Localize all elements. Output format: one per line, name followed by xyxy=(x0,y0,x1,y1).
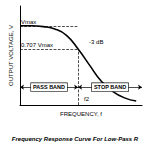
svg-text:Frequency Response Curve For L: Frequency Response Curve For Low-Pass R xyxy=(12,136,139,142)
svg-text:FREQUENCY, f: FREQUENCY, f xyxy=(60,111,102,117)
svg-text:OUTPUT VOLTAGE, V: OUTPUT VOLTAGE, V xyxy=(8,25,14,86)
svg-text:0.707 Vmax: 0.707 Vmax xyxy=(21,42,53,48)
svg-text:f2: f2 xyxy=(84,96,90,102)
svg-text:PASS BAND: PASS BAND xyxy=(33,84,65,90)
svg-text:-3 dB: -3 dB xyxy=(89,39,103,45)
svg-text:Vmax: Vmax xyxy=(21,19,36,25)
svg-text:STOP BAND: STOP BAND xyxy=(94,84,126,90)
